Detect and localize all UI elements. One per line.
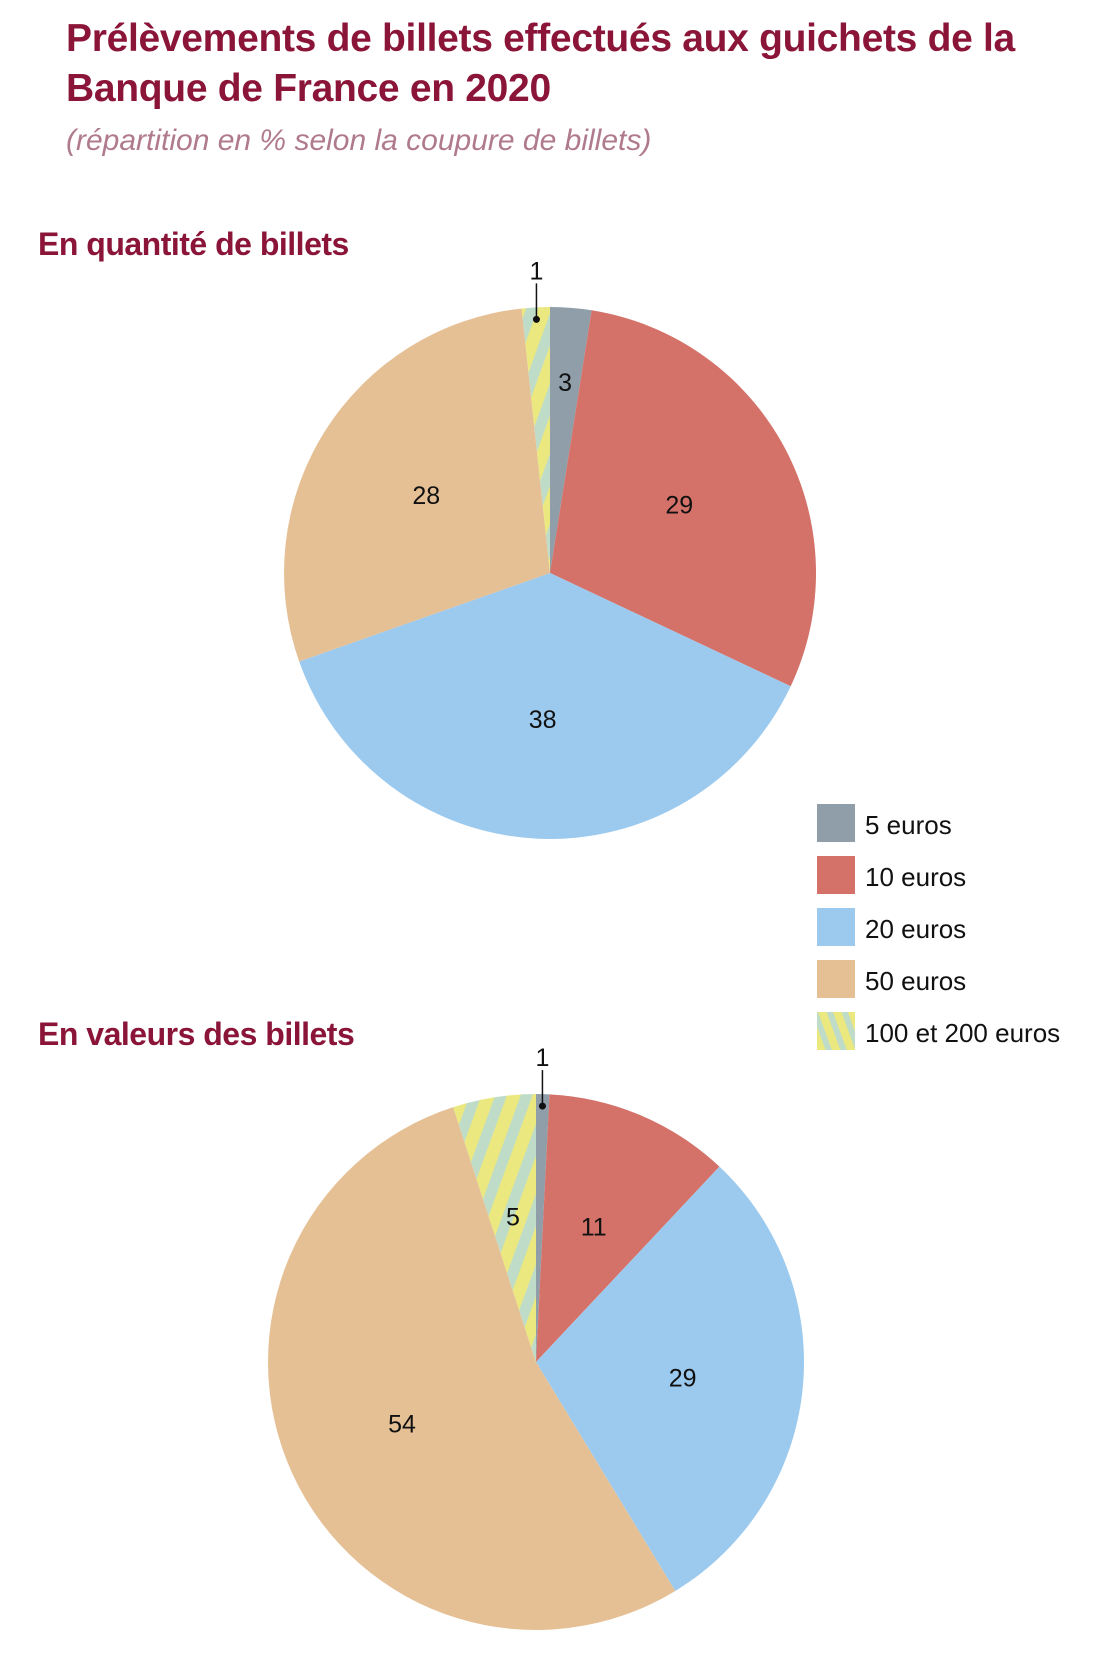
legend-label-2: 20 euros — [865, 914, 967, 944]
legend-label-3: 50 euros — [865, 966, 967, 996]
legend-swatch-1 — [817, 856, 855, 894]
pie-value-title: En valeurs des billets — [38, 1016, 355, 1052]
legend-swatch-0 — [817, 804, 855, 842]
pie-label-1-0: 1 — [535, 1044, 549, 1072]
pie-slice-0-1 — [550, 310, 816, 687]
callout-dot-0 — [532, 315, 540, 323]
pie-label-1-1: 11 — [581, 1213, 607, 1241]
pie-slice-1-3 — [268, 1107, 676, 1630]
legend-label-4: 100 et 200 euros — [865, 1018, 1061, 1048]
legend-label-0: 5 euros — [865, 810, 952, 840]
pie-slice-0-4 — [521, 307, 550, 573]
chart-subtitle: (répartition en % selon la coupure de bi… — [66, 124, 652, 157]
legend-swatch-2 — [817, 908, 855, 946]
pie-label-0-1: 29 — [665, 492, 693, 520]
pie-slice-0-0 — [550, 307, 592, 573]
pie-slice-1-1 — [536, 1094, 720, 1362]
pie-slice-1-4 — [453, 1094, 536, 1362]
pie-label-1-3: 54 — [388, 1411, 416, 1439]
pie-label-0-3: 28 — [412, 482, 440, 510]
pie-label-0-4: 1 — [529, 257, 543, 285]
pie-label-0-2: 38 — [529, 706, 557, 734]
pie-slice-0-3 — [283, 308, 550, 662]
chart-title: Prélèvements de billets effectués aux gu… — [66, 17, 1015, 110]
callout-dot-1 — [538, 1102, 546, 1110]
pie-label-1-4: 5 — [506, 1203, 520, 1231]
pie-quantity: 3 29 38 28 1 — [283, 257, 816, 840]
legend-label-1: 10 euros — [865, 862, 967, 892]
pie-slice-1-0 — [536, 1094, 550, 1362]
legend-swatch-4 — [817, 1012, 855, 1050]
legend-swatch-3 — [817, 960, 855, 998]
pie-label-1-2: 29 — [669, 1364, 697, 1392]
pie-slice-0-2 — [299, 573, 791, 840]
pie-slice-1-2 — [536, 1166, 805, 1591]
pie-quantity-title: En quantité de billets — [38, 226, 349, 262]
pie-label-0-0: 3 — [558, 369, 572, 397]
